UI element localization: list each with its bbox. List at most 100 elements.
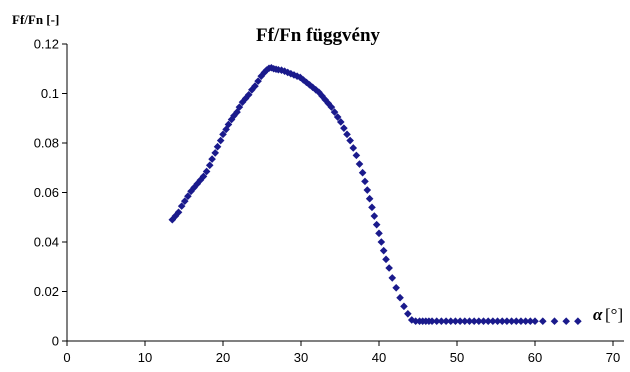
y-tick-label: 0.04 xyxy=(34,235,59,250)
data-point xyxy=(330,108,339,116)
data-point xyxy=(531,317,539,325)
data-point xyxy=(343,130,351,139)
data-point xyxy=(574,317,582,325)
data-point xyxy=(385,264,393,272)
data-point xyxy=(475,317,483,325)
data-point xyxy=(202,167,211,176)
data-point xyxy=(562,317,570,325)
data-point xyxy=(262,66,271,74)
data-point xyxy=(224,120,233,129)
data-point xyxy=(404,309,412,318)
y-tick-label: 0.06 xyxy=(34,185,59,200)
data-point xyxy=(327,103,336,111)
data-point xyxy=(216,136,225,145)
x-tick-label: 20 xyxy=(216,350,230,365)
data-point xyxy=(352,151,361,160)
chart-title: Ff/Fn függvény xyxy=(256,25,381,46)
data-point xyxy=(400,302,408,311)
x-axis-symbol: α xyxy=(593,305,603,324)
x-tick-label: 60 xyxy=(528,350,542,365)
data-point xyxy=(280,67,289,76)
data-point xyxy=(233,108,241,116)
data-point xyxy=(377,238,386,246)
data-points xyxy=(168,63,582,325)
data-point xyxy=(503,317,511,325)
x-ticks: 0 10 20 30 40 50 60 70 xyxy=(63,341,620,365)
data-point xyxy=(187,187,195,196)
data-point xyxy=(168,215,177,224)
data-point xyxy=(287,69,295,78)
x-tick-label: 50 xyxy=(450,350,464,365)
data-point xyxy=(321,95,329,104)
data-point xyxy=(507,317,516,325)
data-point xyxy=(324,99,333,108)
data-point xyxy=(382,255,390,264)
data-point xyxy=(465,317,474,325)
data-point xyxy=(235,103,244,111)
y-tick-label: 0.12 xyxy=(34,37,59,52)
x-axis-unit-label: α [°] xyxy=(593,305,623,324)
data-point xyxy=(180,197,189,205)
data-point xyxy=(230,111,238,120)
y-axis-title: Ff/Fn [-] xyxy=(12,12,59,27)
data-point xyxy=(363,186,372,194)
data-point xyxy=(333,113,342,121)
data-point xyxy=(456,317,464,325)
data-point xyxy=(365,194,374,203)
data-point xyxy=(479,317,488,325)
data-point xyxy=(392,283,400,292)
x-axis-title: [°] xyxy=(605,305,623,324)
data-point xyxy=(190,183,198,192)
data-point xyxy=(498,317,507,325)
data-point xyxy=(372,220,381,229)
x-tick-label: 70 xyxy=(606,350,620,365)
data-point xyxy=(470,317,478,325)
data-point xyxy=(193,180,202,188)
data-point xyxy=(550,317,559,325)
data-point xyxy=(248,85,256,94)
data-point xyxy=(241,94,250,103)
data-point xyxy=(336,118,345,126)
y-tick-label: 0.02 xyxy=(34,284,59,299)
data-point xyxy=(379,246,388,255)
data-point xyxy=(205,161,214,170)
data-point xyxy=(407,316,416,324)
data-point xyxy=(517,317,525,325)
data-point xyxy=(489,317,497,325)
data-point xyxy=(437,317,446,325)
data-point xyxy=(396,293,404,302)
data-point xyxy=(199,172,208,181)
data-point xyxy=(227,115,236,124)
x-tick-label: 0 xyxy=(63,350,70,365)
data-point xyxy=(368,203,376,212)
data-point xyxy=(526,317,535,325)
data-point xyxy=(539,317,547,325)
data-point xyxy=(512,317,521,325)
data-point xyxy=(219,130,227,139)
data-point xyxy=(305,81,314,89)
y-tick-label: 0.1 xyxy=(41,86,59,101)
data-point xyxy=(346,136,354,145)
data-point xyxy=(451,317,460,325)
data-point xyxy=(211,149,219,157)
x-tick-label: 30 xyxy=(294,350,308,365)
y-ticks: 0 0.02 0.04 0.06 0.08 0.1 0.12 xyxy=(34,37,67,349)
data-point xyxy=(361,177,369,186)
x-tick-label: 40 xyxy=(372,350,386,365)
data-point xyxy=(349,144,358,152)
data-point xyxy=(358,168,367,177)
data-point xyxy=(174,208,183,217)
data-point xyxy=(411,317,420,325)
data-point xyxy=(171,212,180,220)
data-point xyxy=(484,317,492,325)
data-point xyxy=(340,124,348,132)
data-point xyxy=(283,68,292,77)
y-tick-label: 0.08 xyxy=(34,136,59,151)
data-point xyxy=(208,155,216,163)
data-point xyxy=(302,78,311,87)
data-point xyxy=(213,142,222,151)
data-point xyxy=(222,125,230,134)
data-point xyxy=(370,212,379,220)
data-point xyxy=(244,90,253,99)
